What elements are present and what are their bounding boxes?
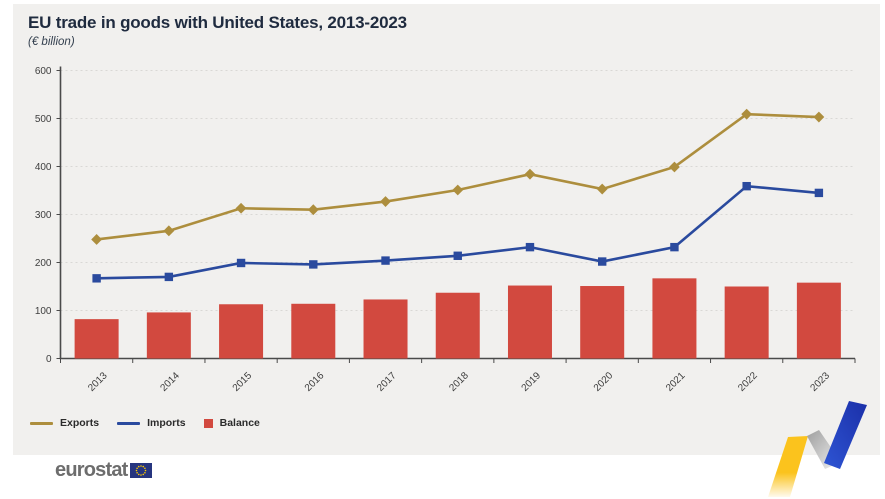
legend-entry-imports: Imports	[117, 417, 186, 429]
svg-text:2021: 2021	[664, 370, 688, 394]
chart-panel	[13, 4, 880, 455]
imports-line-swatch-icon	[117, 421, 141, 425]
svg-text:200: 200	[35, 258, 52, 269]
exports-line-swatch-icon	[30, 421, 53, 425]
legend-label-exports: Exports	[60, 417, 100, 429]
svg-text:2013: 2013	[86, 370, 110, 394]
legend-label-imports: Imports	[147, 417, 186, 429]
svg-text:500: 500	[35, 114, 52, 125]
svg-text:2015: 2015	[231, 370, 255, 394]
svg-text:2023: 2023	[808, 370, 832, 394]
svg-text:400: 400	[35, 162, 52, 173]
chart-subtitle: (€ billion)	[28, 36, 75, 48]
svg-text:300: 300	[35, 210, 52, 221]
svg-text:2022: 2022	[736, 370, 760, 394]
legend-label-balance: Balance	[219, 417, 260, 429]
eurostat-zigzag-motif-graphic	[768, 401, 867, 497]
legend-entry-exports: Exports	[30, 417, 99, 429]
svg-text:2019: 2019	[520, 370, 544, 394]
legend-entry-balance: Balance	[203, 417, 260, 429]
svg-text:0: 0	[46, 354, 52, 365]
eurostat-logo: eurostat	[55, 459, 152, 482]
svg-text:2014: 2014	[158, 370, 182, 394]
balance-square-swatch-icon	[203, 418, 213, 428]
eurostat-logo-text: eurostat	[55, 459, 128, 481]
chart-legend: Exports Imports Balance	[30, 417, 260, 429]
svg-text:100: 100	[35, 306, 52, 317]
svg-text:2017: 2017	[375, 370, 399, 394]
eu-flag-icon	[129, 463, 152, 478]
svg-text:600: 600	[35, 66, 52, 77]
svg-text:2016: 2016	[303, 370, 327, 394]
svg-text:2020: 2020	[592, 370, 616, 394]
svg-text:2018: 2018	[447, 370, 471, 394]
trade-combo-chart: 0 100 200 300 400 500 600 2013 2014 2015 2016 2017 2…	[35, 66, 856, 394]
chart-title: EU trade in goods with United States, 20…	[28, 13, 407, 32]
